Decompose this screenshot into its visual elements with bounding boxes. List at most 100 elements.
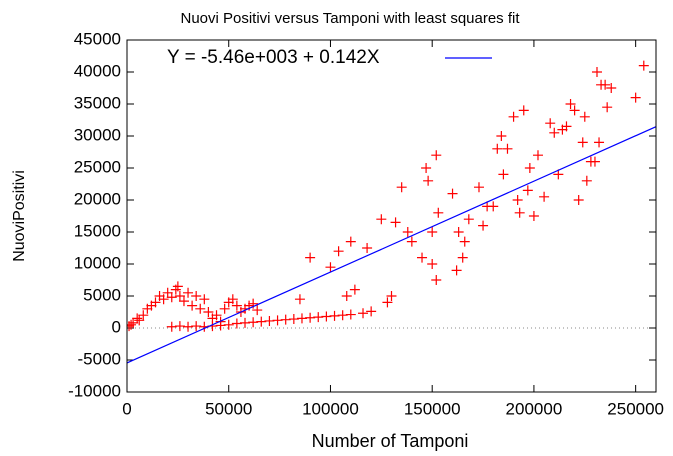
point [545,118,556,129]
point [134,315,145,326]
point [166,292,177,303]
point [431,275,442,285]
point [366,306,377,317]
point [496,131,507,141]
y-tick-label: 5000 [83,285,121,304]
y-tick-label: 0 [112,317,121,336]
point [256,316,267,327]
point [128,317,139,328]
point [183,321,194,332]
point [451,265,462,276]
point [549,127,560,138]
point [203,307,214,317]
point [166,321,177,332]
x-tick-label: 250000 [607,399,664,418]
point [172,281,183,292]
point [382,297,393,308]
point [528,211,539,221]
y-tick-label: 35000 [74,93,121,112]
point [565,99,576,109]
point [337,310,348,321]
point [431,150,442,161]
y-tick-label: -5000 [78,349,121,368]
point [294,294,305,305]
point [457,252,468,263]
x-tick-label: 50000 [205,399,252,418]
point [508,111,519,122]
y-tick-label: 40000 [74,61,121,80]
point [459,236,470,247]
point [333,246,344,257]
point [502,143,513,154]
y-tick-label: 45000 [74,29,121,48]
point [427,259,438,269]
point [174,321,185,332]
point [447,188,458,199]
point [553,169,564,180]
point [345,309,356,320]
y-tick-label: 20000 [74,189,121,208]
point [127,319,137,330]
y-tick-label: 25000 [74,157,121,176]
x-tick-label: 200000 [506,399,563,418]
point [569,105,580,116]
point [591,67,602,77]
point [313,312,324,323]
point [512,195,523,205]
point [600,79,611,90]
y-tick-label: -10000 [68,381,121,400]
point [514,207,525,218]
point [589,156,600,167]
point [524,163,535,173]
point [396,182,407,193]
y-tick-label: 30000 [74,125,121,144]
point [345,236,356,247]
point [427,227,438,237]
point [386,291,397,301]
legend-label: Y = -5.46e+003 + 0.142X [167,47,380,68]
point [223,319,234,330]
point [341,291,352,301]
point [594,137,605,148]
point [362,243,373,253]
point [498,169,509,180]
point [488,201,499,212]
point [325,262,336,273]
point [423,175,434,186]
point [561,121,572,132]
point [183,287,194,298]
point [417,252,428,263]
y-axis-label: NuoviPositivi [11,170,28,262]
point [573,195,584,205]
point [579,111,590,122]
point [492,143,503,154]
point [358,308,369,319]
point [602,102,613,113]
point [215,320,226,331]
x-tick-label: 150000 [404,399,461,418]
plot-frame [126,39,657,393]
point [376,214,387,225]
point [390,217,401,228]
x-axis-label: Number of Tamponi [312,431,469,451]
point [187,300,198,311]
point [532,150,543,161]
point [132,313,143,324]
point [158,294,169,305]
y-tick-label: 10000 [74,253,121,272]
point [329,310,340,321]
x-tick-label: 0 [122,399,131,418]
point [280,314,291,325]
point [162,287,173,298]
point [138,310,149,321]
point [518,105,529,116]
point [581,175,592,186]
point [195,303,206,314]
point [402,227,413,237]
point [231,300,242,311]
point [231,318,242,329]
point [150,297,161,308]
point [272,315,283,326]
point [522,185,533,196]
